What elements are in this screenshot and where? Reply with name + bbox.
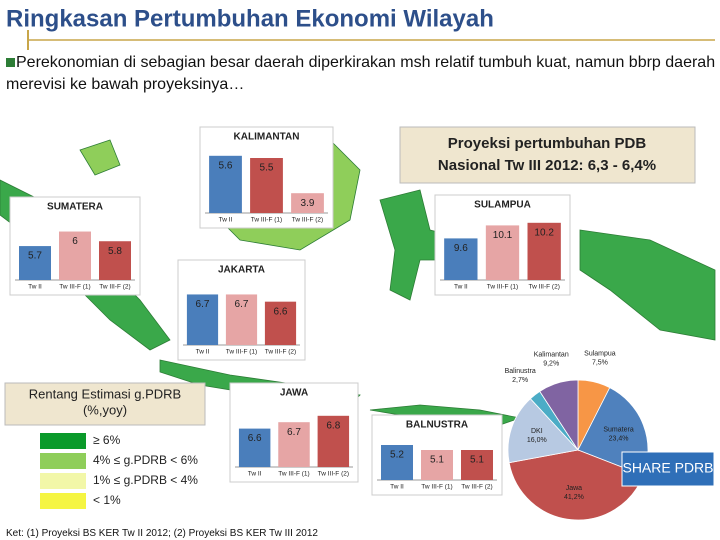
chart-title: SULAMPUA xyxy=(474,200,531,211)
chart-title: KALIMANTAN xyxy=(234,132,300,143)
x-tick-label: Tw III-F (2) xyxy=(461,484,492,491)
pie-value-label: 41,2% xyxy=(564,494,584,501)
chart-title: BALNUSTRA xyxy=(406,420,468,431)
projection-text: Proyeksi pertumbuhan PDB xyxy=(448,135,647,152)
pie-title-box xyxy=(621,451,715,487)
bar xyxy=(99,241,131,280)
pie-value-label: 23,4% xyxy=(609,435,629,442)
value-label: 10.2 xyxy=(534,227,554,238)
value-label: 5.1 xyxy=(470,455,484,466)
x-tick-label: Tw II xyxy=(454,284,468,291)
value-label: 9.6 xyxy=(454,243,468,254)
projection-box xyxy=(399,126,696,184)
chart-title: JAKARTA xyxy=(218,265,265,276)
legend-swatch xyxy=(40,493,86,509)
value-label: 10.1 xyxy=(493,230,513,241)
bar xyxy=(381,445,413,480)
legend-label: < 1% xyxy=(93,493,121,507)
value-label: 6.8 xyxy=(326,420,340,431)
x-tick-label: Tw III-F (2) xyxy=(99,284,130,291)
pie-category: Kalimantan xyxy=(534,352,569,359)
value-label: 5.6 xyxy=(219,160,233,171)
x-tick-label: Tw III-F (2) xyxy=(528,284,559,291)
x-tick-label: Tw II xyxy=(219,217,233,224)
value-label: 5.5 xyxy=(260,163,274,174)
value-label: 6.7 xyxy=(235,299,249,310)
projection-text: Nasional Tw III 2012: 6,3 - 6,4% xyxy=(438,157,656,174)
legend-label: 1% ≤ g.PDRB < 4% xyxy=(93,473,198,487)
x-tick-label: Tw III-F (1) xyxy=(421,484,452,491)
pie-title: SHARE PDRB xyxy=(622,460,713,476)
pie-value-label: 7,5% xyxy=(592,359,608,366)
bullet-mark xyxy=(6,58,15,67)
value-label: 5.8 xyxy=(108,246,122,257)
legend-box xyxy=(4,382,206,426)
pie-category: Sulampua xyxy=(584,350,616,357)
x-tick-label: Tw II xyxy=(196,349,210,356)
legend-swatch xyxy=(40,453,86,469)
bar xyxy=(421,450,453,480)
legend-title: Rentang Estimasi g.PDRB xyxy=(29,386,181,401)
x-tick-label: Tw II xyxy=(390,484,404,491)
legend-swatch xyxy=(40,473,86,489)
bar xyxy=(527,222,561,280)
bar xyxy=(461,450,493,480)
legend-swatch xyxy=(40,433,86,449)
bar xyxy=(278,422,310,467)
bar xyxy=(225,294,258,345)
value-label: 6.6 xyxy=(248,433,262,444)
pie-slice xyxy=(508,449,644,521)
legend-title: (%,yoy) xyxy=(83,402,127,417)
value-label: 3.9 xyxy=(301,198,315,209)
island xyxy=(79,139,121,176)
x-tick-label: Tw III-F (1) xyxy=(226,349,257,356)
chart-title: SUMATERA xyxy=(47,202,103,213)
value-label: 5.7 xyxy=(28,251,42,262)
pie-value-label: 2,7% xyxy=(512,377,528,384)
bullet-text: Perekonomian di sebagian besar daerah di… xyxy=(6,54,716,93)
pie-category: Sumatera xyxy=(603,426,633,433)
pie-category: Jawa xyxy=(566,485,582,492)
bar xyxy=(291,193,324,213)
bar xyxy=(264,301,297,345)
bar xyxy=(317,415,350,467)
bar xyxy=(59,231,91,280)
value-label: 6.7 xyxy=(196,299,210,310)
pie-category: Balinustra xyxy=(505,368,536,375)
x-tick-label: Tw III-F (1) xyxy=(59,284,90,291)
footnote: Ket: (1) Proyeksi BS KER Tw II 2012; (2)… xyxy=(6,528,318,539)
value-label: 6.6 xyxy=(274,306,288,317)
chart-title: JAWA xyxy=(280,388,308,399)
x-tick-label: Tw III-F (1) xyxy=(487,284,518,291)
value-label: 5.1 xyxy=(430,455,444,466)
title: Ringkasan Pertumbuhan Ekonomi Wilayah xyxy=(6,5,494,32)
x-tick-label: Tw III-F (1) xyxy=(251,217,282,224)
x-tick-label: Tw III-F (2) xyxy=(265,349,296,356)
value-label: 6.7 xyxy=(287,427,301,438)
island xyxy=(579,229,716,341)
pie-value-label: 9,2% xyxy=(543,361,559,368)
bar xyxy=(444,238,478,280)
value-label: 6 xyxy=(72,236,78,247)
bar xyxy=(209,155,242,213)
pie-value-label: 16,0% xyxy=(527,437,547,444)
value-label: 5.2 xyxy=(390,450,404,461)
pie-slice xyxy=(539,379,579,452)
x-tick-label: Tw II xyxy=(28,284,42,291)
pie-category: DKI xyxy=(531,428,543,435)
x-tick-label: Tw III-F (1) xyxy=(278,471,309,478)
bar xyxy=(186,294,219,345)
pie-slice xyxy=(507,398,579,464)
bar xyxy=(238,428,271,467)
x-tick-label: Tw III-F (2) xyxy=(292,217,323,224)
x-tick-label: Tw III-F (2) xyxy=(318,471,349,478)
x-tick-label: Tw II xyxy=(248,471,262,478)
legend-label: ≥ 6% xyxy=(93,433,121,447)
bar xyxy=(250,158,283,213)
legend-label: 4% ≤ g.PDRB < 6% xyxy=(93,453,198,467)
bar xyxy=(19,246,51,280)
bar xyxy=(485,225,520,280)
